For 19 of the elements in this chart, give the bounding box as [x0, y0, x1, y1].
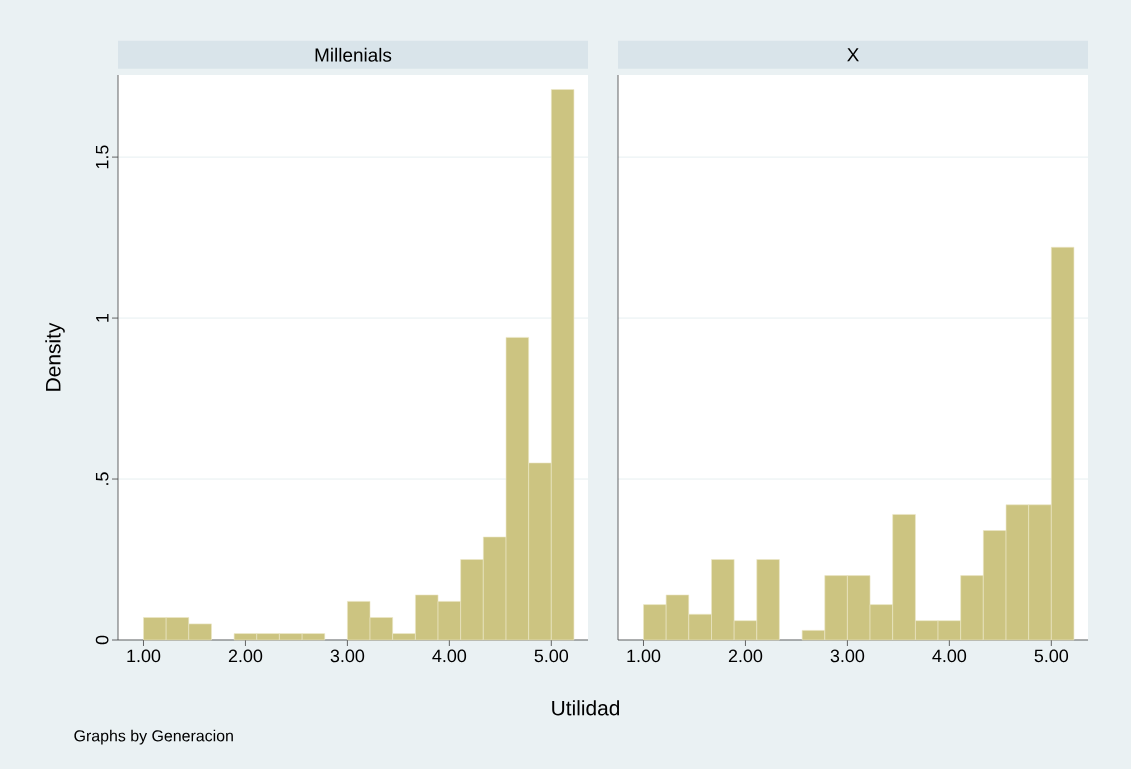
x-tick-label: 3.00 [830, 649, 865, 663]
y-tick-label: .5 [95, 472, 109, 485]
y-axis-title: Density [45, 322, 65, 391]
x-axis-title: Utilidad [552, 700, 620, 716]
x-tick-label: 3.00 [330, 649, 365, 663]
text: Graphs by Generacion [74, 729, 233, 745]
x-tick-label: 1.00 [627, 649, 661, 663]
chart-title: Millenials [315, 47, 392, 62]
x-tick-label: 2.00 [228, 649, 263, 663]
y-tick-label: 1.5 [95, 145, 109, 169]
y-tick-label: 1 [96, 313, 109, 322]
x-tick-label: 5.00 [1034, 649, 1069, 663]
x-tick-label: 4.00 [932, 649, 967, 663]
x-tick-label: 5.00 [534, 649, 569, 663]
x-tick-label: 2.00 [728, 649, 763, 663]
x-tick-label: 1.00 [127, 649, 161, 663]
y-tick-label: 0 [95, 635, 109, 645]
chart-title: X [847, 48, 859, 62]
x-tick-label: 4.00 [432, 649, 467, 663]
